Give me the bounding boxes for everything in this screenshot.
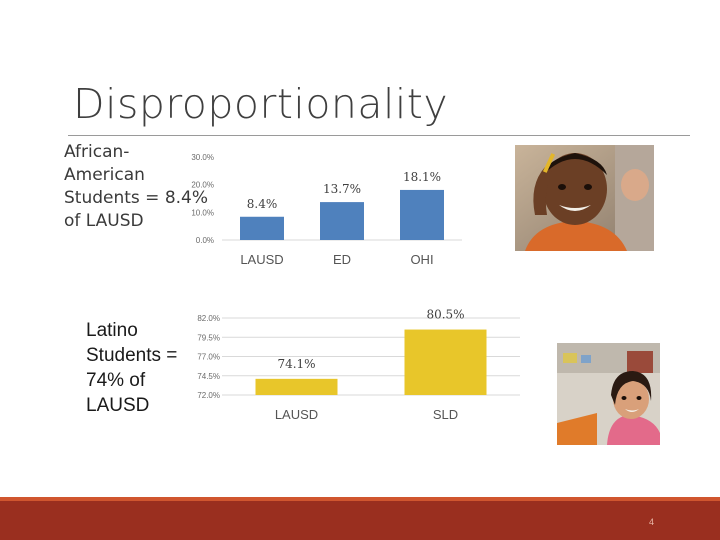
chart1-data-label: 8.4% <box>247 197 278 211</box>
chart1-category-label: LAUSD <box>240 252 283 267</box>
footer-bar <box>0 497 720 540</box>
chart2-data-label: 74.1% <box>277 357 315 371</box>
african-american-statement: African- American Students = 8.4% of LAU… <box>64 142 209 231</box>
chart2-bar <box>255 378 338 395</box>
chart1-ytick-label: 10.0% <box>191 208 214 217</box>
page-number: 4 <box>649 517 655 527</box>
chart2-category-label: SLD <box>433 407 458 422</box>
smiling-girl-photo <box>557 343 660 445</box>
chart2-ytick-label: 79.5% <box>197 333 220 342</box>
chart1-bar <box>240 216 284 240</box>
chart1-bar <box>400 189 444 240</box>
chart1-data-label: 13.7% <box>323 182 361 196</box>
chart2-ytick-label: 74.5% <box>197 372 220 381</box>
chart2-bar <box>404 329 487 395</box>
title-divider <box>68 135 690 136</box>
chart1-ytick-label: 20.0% <box>191 181 214 190</box>
chart1-ytick-label: 0.0% <box>196 236 214 245</box>
chart2-category-label: LAUSD <box>275 407 318 422</box>
slide-title: Disproportionality <box>73 80 449 128</box>
footer-accent-line <box>0 497 720 501</box>
chart1-category-label: OHI <box>410 252 433 267</box>
chart2-data-label: 80.5% <box>426 308 464 322</box>
chart2-ytick-label: 77.0% <box>197 353 220 362</box>
chart1-data-label: 18.1% <box>403 170 441 184</box>
chart2-ytick-label: 82.0% <box>197 314 220 323</box>
chart1-ytick-label: 30.0% <box>191 153 214 162</box>
smiling-boy-photo <box>515 145 654 251</box>
latino-statement: Latino Students = 74% of LAUSD <box>86 320 178 416</box>
chart1-category-label: ED <box>333 252 351 267</box>
chart1-bar <box>320 202 364 240</box>
chart2-ytick-label: 72.0% <box>197 391 220 400</box>
